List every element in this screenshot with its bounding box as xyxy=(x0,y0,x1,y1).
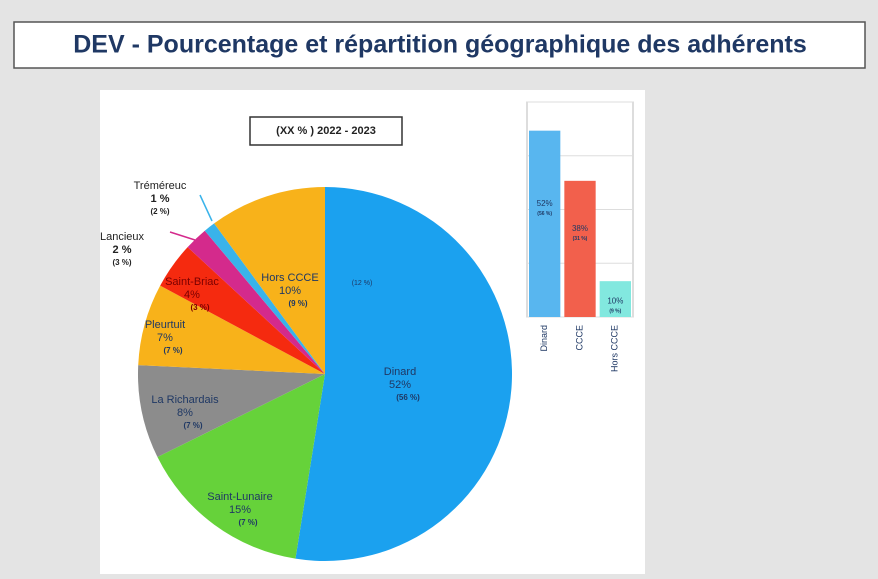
slice-label: Lancieux xyxy=(100,231,145,243)
slice-value-label: 52% xyxy=(389,379,411,391)
pie-slice xyxy=(295,187,512,561)
x-tick-label: Dinard xyxy=(539,325,549,352)
bar xyxy=(599,281,631,317)
slice-label: La Richardais xyxy=(151,394,219,406)
pie-slice xyxy=(187,230,325,374)
slice-value-label: 8% xyxy=(177,407,193,419)
slice-previous-label: (3 %) xyxy=(112,258,131,267)
slice-value-label: 7% xyxy=(157,332,173,344)
subtitle-box xyxy=(249,116,403,146)
arrow xyxy=(169,231,196,241)
slice-label: Saint-Lunaire xyxy=(207,491,272,503)
bar-value-label: 10% xyxy=(607,296,623,305)
slice-value-label: 2 % xyxy=(113,244,132,256)
slice-label: Pleurtuit xyxy=(145,319,185,331)
slice-value-label: 1 % xyxy=(151,193,170,205)
x-tick-label: Hors CCCE xyxy=(610,325,620,372)
bar-previous-label: (31 %) xyxy=(573,236,588,242)
pie-slice xyxy=(138,285,325,374)
arrow xyxy=(199,194,213,222)
title-box xyxy=(13,21,866,69)
slice-label: Saint-Briac xyxy=(165,276,219,288)
annotation: (12 %) xyxy=(352,280,373,287)
bar-previous-label: (56 %) xyxy=(537,211,552,217)
bar-previous-label: (9 %) xyxy=(609,308,621,314)
x-tick-label: CCCE xyxy=(574,325,584,351)
slice-previous-label: (9 %) xyxy=(288,299,307,308)
slice-previous-label: (2 %) xyxy=(150,207,169,216)
bar xyxy=(529,130,561,317)
slice-label: Tréméreuc xyxy=(134,180,187,192)
bar xyxy=(564,180,596,317)
slice-value-label: 4% xyxy=(184,289,200,301)
slice-value-label: 15% xyxy=(229,504,251,516)
bar-value-label: 38% xyxy=(572,224,588,233)
bar-value-label: 52% xyxy=(537,199,553,208)
pie-slice xyxy=(160,247,325,374)
slice-previous-label: (7 %) xyxy=(238,518,257,527)
slice-previous-label: (7 %) xyxy=(183,421,202,430)
slice-previous-label: (56 %) xyxy=(396,393,420,402)
slice-label: Hors CCCE xyxy=(261,272,318,284)
pie-slice xyxy=(214,187,325,374)
slice-previous-label: (3 %) xyxy=(190,303,209,312)
slice-label: Dinard xyxy=(384,366,416,378)
pie-slice xyxy=(157,374,325,559)
pie-slice xyxy=(137,365,325,458)
pie-slice xyxy=(204,223,325,374)
slice-previous-label: (7 %) xyxy=(163,346,182,355)
slide-title: DEV - Pourcentage et répartition géograp… xyxy=(73,31,806,59)
chart-subtitle: (XX % ) 2022 - 2023 xyxy=(276,125,376,137)
slice-value-label: 10% xyxy=(279,285,301,297)
